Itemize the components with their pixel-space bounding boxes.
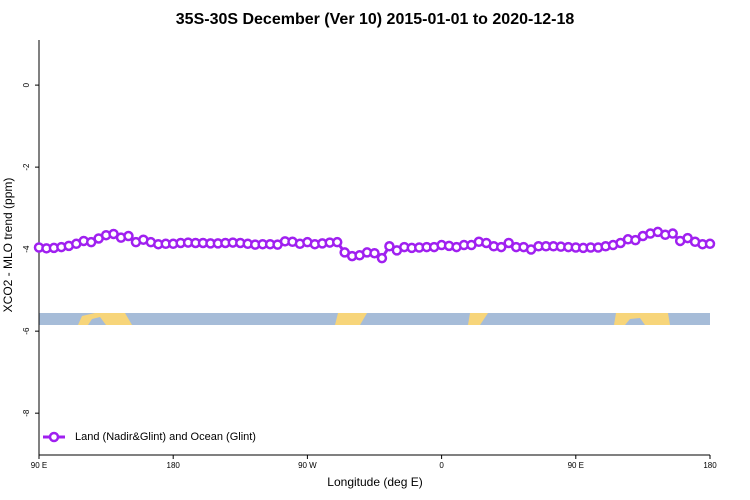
- data-point: [123, 230, 134, 242]
- y-tick-label: -2: [22, 163, 31, 171]
- data-point: [667, 228, 678, 239]
- y-tick-label: -4: [22, 245, 31, 253]
- data-point: [495, 241, 507, 253]
- data-point: [369, 247, 380, 259]
- data-point: [384, 241, 395, 252]
- x-tick-label: 90 E: [31, 461, 47, 470]
- legend-swatch: [48, 431, 60, 443]
- data-point: [503, 237, 514, 249]
- data-point: [331, 236, 343, 248]
- data-point: [630, 234, 641, 246]
- x-tick-label: 180: [167, 461, 181, 470]
- data-point: [704, 238, 716, 250]
- legend-label: Land (Nadir&Glint) and Ocean (Glint): [75, 431, 256, 443]
- y-axis-label: XCO2 - MLO trend (ppm): [1, 178, 15, 313]
- x-tick-label: 90 W: [298, 461, 317, 470]
- y-tick-label: -6: [22, 327, 31, 335]
- land-ocean-band: [39, 313, 710, 325]
- x-tick-label: 90 E: [568, 461, 584, 470]
- data-point: [376, 252, 388, 264]
- x-tick-label: 180: [703, 461, 717, 470]
- y-tick-label: 0: [22, 82, 31, 87]
- x-tick-label: 0: [439, 461, 444, 470]
- chart-title: 35S-30S December (Ver 10) 2015-01-01 to …: [176, 11, 575, 28]
- x-axis-label: Longitude (deg E): [327, 475, 422, 489]
- y-tick-label: -8: [22, 409, 31, 417]
